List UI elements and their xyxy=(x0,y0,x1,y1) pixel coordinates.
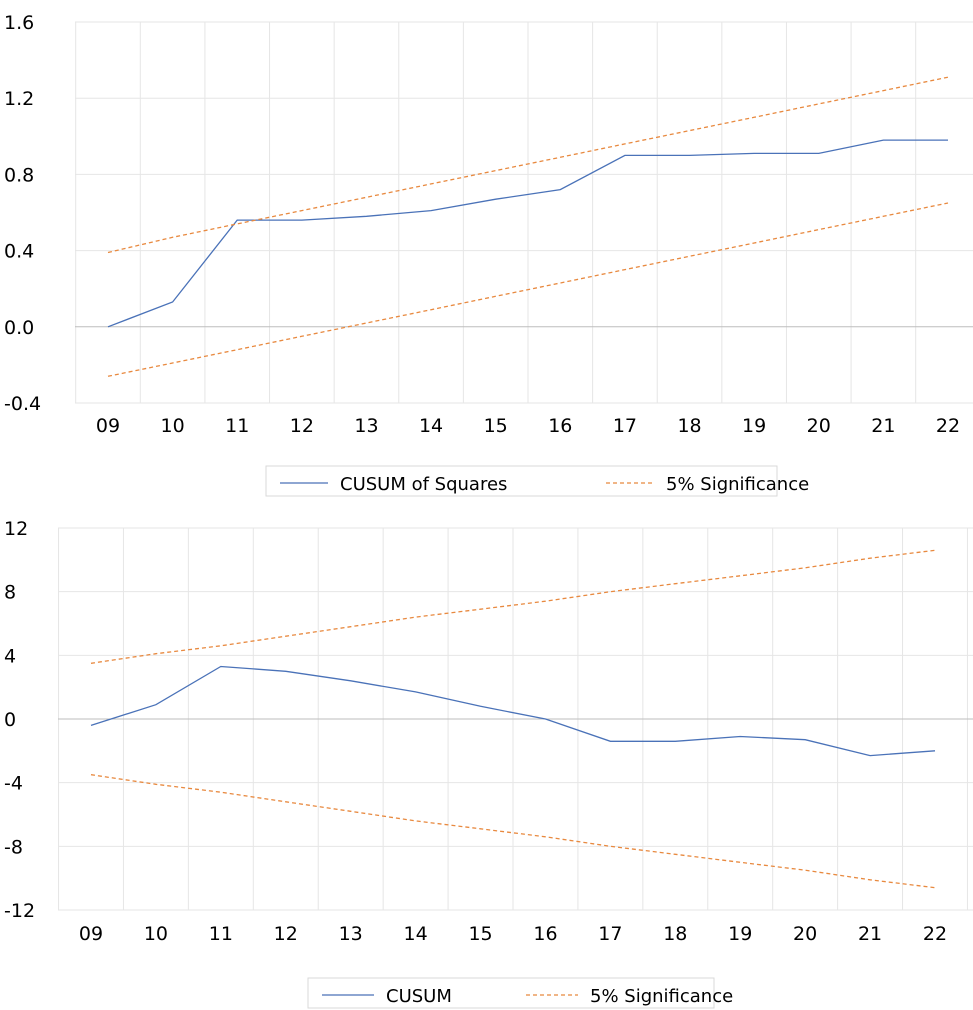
series-line-5-significance xyxy=(90,549,936,664)
cusum-of-squares-chart: 1.6 1.2 0.8 0.4 0.0 -0.4 09 10 11 12 13 14 15 16 17 18 1… xyxy=(4,12,973,497)
x-tick-label: 19 xyxy=(742,415,766,437)
y-tick-label: -4 xyxy=(4,773,23,795)
x-tick-label: 22 xyxy=(936,415,960,437)
y-tick-label: 0.8 xyxy=(4,164,34,186)
y-tick-label: 8 xyxy=(4,582,16,604)
x-tick-label: 22 xyxy=(923,923,947,945)
legend-label: 5% Significance xyxy=(666,474,809,495)
legend-box xyxy=(307,977,715,1009)
x-tick-label: 12 xyxy=(274,923,298,945)
x-tick-label: 09 xyxy=(96,415,120,437)
x-tick-label: 21 xyxy=(858,923,882,945)
x-tick-label: 10 xyxy=(161,415,185,437)
x-tick-label: 11 xyxy=(209,923,233,945)
x-tick-label: 20 xyxy=(793,923,817,945)
y-tick-label: 1.2 xyxy=(4,88,34,110)
x-tick-label: 17 xyxy=(613,415,637,437)
y-tick-label: 4 xyxy=(4,645,16,667)
y-tick-label: 0.0 xyxy=(4,317,34,339)
x-tick-label: 21 xyxy=(871,415,895,437)
x-tick-label: 18 xyxy=(677,415,701,437)
x-tick-label: 14 xyxy=(419,415,443,437)
legend-label: CUSUM of Squares xyxy=(340,474,507,495)
x-tick-label: 15 xyxy=(484,415,508,437)
x-tick-label: 11 xyxy=(225,415,249,437)
x-tick-label: 10 xyxy=(144,923,168,945)
y-tick-label: 1.6 xyxy=(4,12,34,34)
series-line-cusum-of-squares xyxy=(107,139,948,328)
series-line-lower-bound xyxy=(107,202,949,377)
x-tick-label: 18 xyxy=(663,923,687,945)
x-tick-label: 09 xyxy=(79,923,103,945)
y-tick-label: -8 xyxy=(4,836,23,858)
x-tick-label: 13 xyxy=(354,415,378,437)
x-tick-label: 17 xyxy=(598,923,622,945)
legend-label: 5% Significance xyxy=(590,986,733,1007)
legend-label: CUSUM xyxy=(386,986,452,1007)
x-tick-label: 15 xyxy=(468,923,492,945)
x-tick-label: 14 xyxy=(404,923,428,945)
x-tick-label: 19 xyxy=(728,923,752,945)
legend-box xyxy=(265,465,778,497)
x-tick-label: 16 xyxy=(533,923,557,945)
y-tick-label: -12 xyxy=(4,900,35,922)
cusum-chart: 12 8 4 0 -4 -8 -12 09 10 11 12 13 14 15 16 17 18 19 20 21 22… xyxy=(4,518,973,1009)
x-tick-label: 20 xyxy=(807,415,831,437)
y-tick-label: 0 xyxy=(4,709,16,731)
series-line-lower-bound xyxy=(90,774,936,889)
y-tick-label: 12 xyxy=(4,518,28,540)
series-line-5-significance xyxy=(107,76,949,254)
x-tick-label: 16 xyxy=(548,415,572,437)
x-tick-label: 13 xyxy=(339,923,363,945)
y-tick-label: -0.4 xyxy=(4,393,41,415)
y-tick-label: 0.4 xyxy=(4,241,34,263)
x-tick-label: 12 xyxy=(290,415,314,437)
series-line-cusum xyxy=(90,665,936,757)
